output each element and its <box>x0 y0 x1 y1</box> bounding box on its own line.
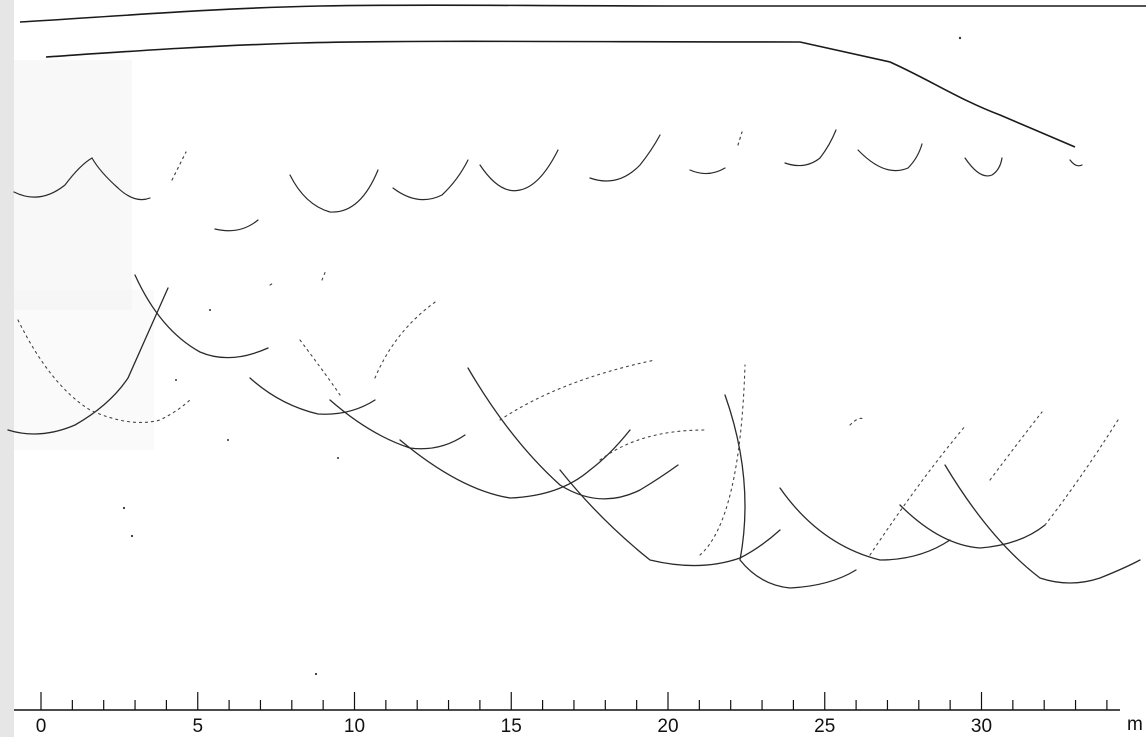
scale-unit-label: m <box>1127 714 1143 735</box>
hyperbola-trace <box>399 429 631 499</box>
hyperbola-trace <box>499 359 656 421</box>
hyperbola-trace <box>724 394 857 589</box>
hyperbola-trace <box>599 429 706 461</box>
hyperbola-trace <box>944 464 1141 584</box>
paper-background <box>0 0 154 737</box>
distance-scale-bar: 0 5 10 15 20 25 30 m <box>14 692 1143 737</box>
scale-ticks <box>40 692 1108 710</box>
upper-trace <box>171 151 187 181</box>
hyperbola-trace <box>849 417 866 426</box>
scale-tick-label: 10 <box>344 716 365 737</box>
upper-hyperbola-row <box>13 129 1083 232</box>
scale-tick-label: 25 <box>814 716 835 737</box>
hyperbola-trace <box>1044 419 1119 526</box>
upper-trace <box>289 169 379 213</box>
hyperbola-trace <box>899 504 1046 549</box>
hyperbola-trace <box>269 281 276 286</box>
upper-trace <box>13 157 151 201</box>
upper-trace <box>214 219 259 232</box>
upper-trace <box>589 134 661 182</box>
outer-profile-line <box>19 4 1146 23</box>
upper-trace <box>392 159 469 201</box>
hyperbola-trace <box>329 399 466 450</box>
surface-profile <box>19 4 1146 148</box>
hyperbola-trace <box>559 469 781 567</box>
hyperbola-trace <box>7 287 169 435</box>
hyperbola-trace <box>321 269 327 281</box>
upper-trace <box>964 157 1003 177</box>
scale-tick-label: 20 <box>657 716 678 737</box>
upper-trace <box>479 149 559 192</box>
hyperbola-trace <box>467 367 679 500</box>
scale-labels: 0 5 10 15 20 25 30 <box>36 716 992 737</box>
hyperbola-trace <box>249 377 376 415</box>
hyperbola-trace <box>299 339 341 396</box>
hyperbola-trace <box>779 487 951 561</box>
upper-trace <box>689 167 726 175</box>
scale-tick-label: 5 <box>192 716 203 737</box>
hyperbola-trace <box>699 364 746 556</box>
hyperbola-trace <box>134 274 269 359</box>
upper-trace <box>737 131 743 146</box>
lower-hyperbola-field <box>7 269 1141 589</box>
bottom-profile-line <box>45 40 1076 148</box>
hyperbola-trace <box>869 424 967 556</box>
scale-tick-label: 0 <box>36 716 47 737</box>
scale-tick-label: 30 <box>971 716 992 737</box>
upper-trace <box>857 143 923 172</box>
hyperbola-trace <box>17 319 193 423</box>
hyperbola-trace <box>374 299 439 379</box>
scan-specks <box>122 36 962 676</box>
upper-trace <box>784 129 837 167</box>
upper-trace <box>1069 159 1083 167</box>
scale-tick-label: 15 <box>501 716 522 737</box>
hyperbola-trace <box>989 411 1043 481</box>
